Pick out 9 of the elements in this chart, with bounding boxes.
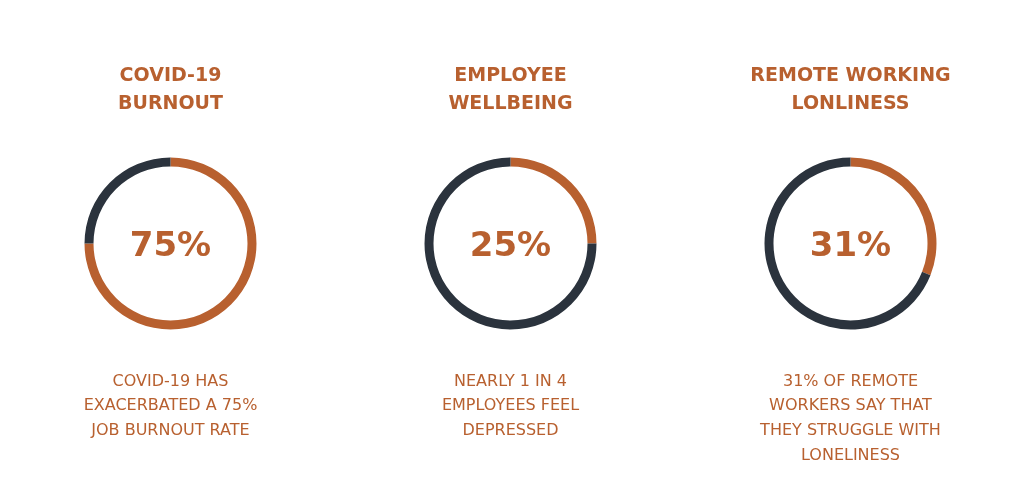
- text: 31%: [809, 223, 892, 264]
- text: NEARLY 1 IN 4 EMPLOYEES FEEL DEPRESSED: [441, 370, 580, 439]
- text: 75%: [129, 223, 212, 264]
- chart-title: REMOTE WORKING LONLINESS: [750, 62, 951, 114]
- text: 31% OF REMOTE WORKERS SAY THAT THEY STRUGGLE WITH LONELINESS: [759, 370, 941, 464]
- text: COVID-19 HAS EXACERBATED A 75% JOB BURNOUT RATE: [83, 370, 258, 439]
- chart-title: EMPLOYEE WELLBEING: [448, 62, 573, 114]
- chart-title: COVID-19 BURNOUT: [118, 62, 224, 114]
- text: 25%: [469, 223, 552, 264]
